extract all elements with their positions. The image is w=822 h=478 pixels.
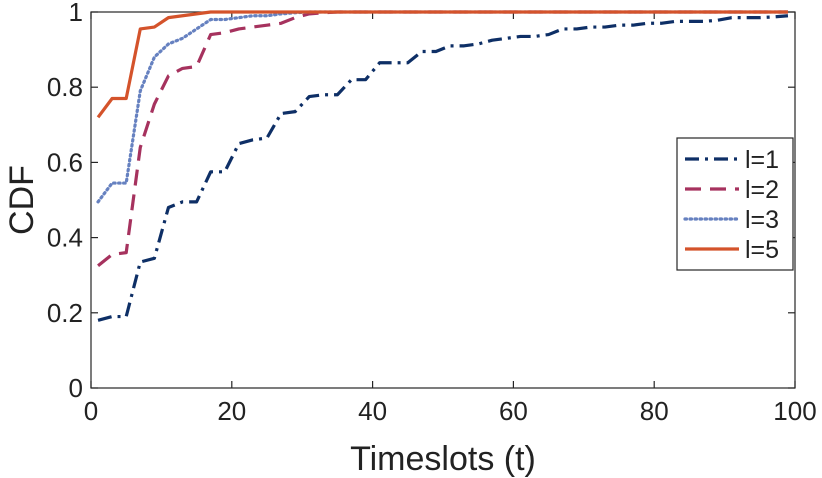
x-tick-label: 80 <box>640 396 669 426</box>
series-l=5 <box>96 10 788 119</box>
legend-label: l=5 <box>745 236 779 264</box>
y-tick-label: 0 <box>69 373 83 403</box>
legend-label: l=1 <box>745 146 779 174</box>
series-line-l=1 <box>97 14 789 322</box>
x-tick-label: 100 <box>773 396 816 426</box>
y-tick-label: 0.4 <box>47 223 83 253</box>
y-axis-title: CDF <box>3 165 41 235</box>
legend-item: l=2 <box>685 176 779 204</box>
series-line-l=5 <box>96 10 788 119</box>
y-tick-label: 0.8 <box>47 72 83 102</box>
y-tick-label: 0.2 <box>47 298 83 328</box>
legend: l=1l=2l=3l=5 <box>676 137 794 271</box>
x-tick-label: 0 <box>84 396 98 426</box>
series-line-l=2 <box>97 10 788 268</box>
series-lines <box>96 10 790 322</box>
x-tick-label: 60 <box>499 396 528 426</box>
y-tick-label: 1 <box>69 0 83 27</box>
legend-label: l=3 <box>745 206 779 234</box>
x-tick-label: 20 <box>217 396 246 426</box>
axes: 0 20 40 60 80 100 0 0.2 0.4 0.6 0.8 1 Timeslots (t) C… <box>3 0 817 478</box>
series-l=1 <box>97 14 789 322</box>
legend-label: l=2 <box>745 176 779 204</box>
legend-item: l=1 <box>685 146 779 174</box>
y-tick-label: 0.6 <box>47 147 83 177</box>
legend-item: l=3 <box>683 206 779 234</box>
x-axis-title: Timeslots (t) <box>350 440 536 478</box>
x-tick-label: 40 <box>358 396 387 426</box>
legend-item: l=5 <box>685 236 779 264</box>
series-l=2 <box>97 10 788 268</box>
